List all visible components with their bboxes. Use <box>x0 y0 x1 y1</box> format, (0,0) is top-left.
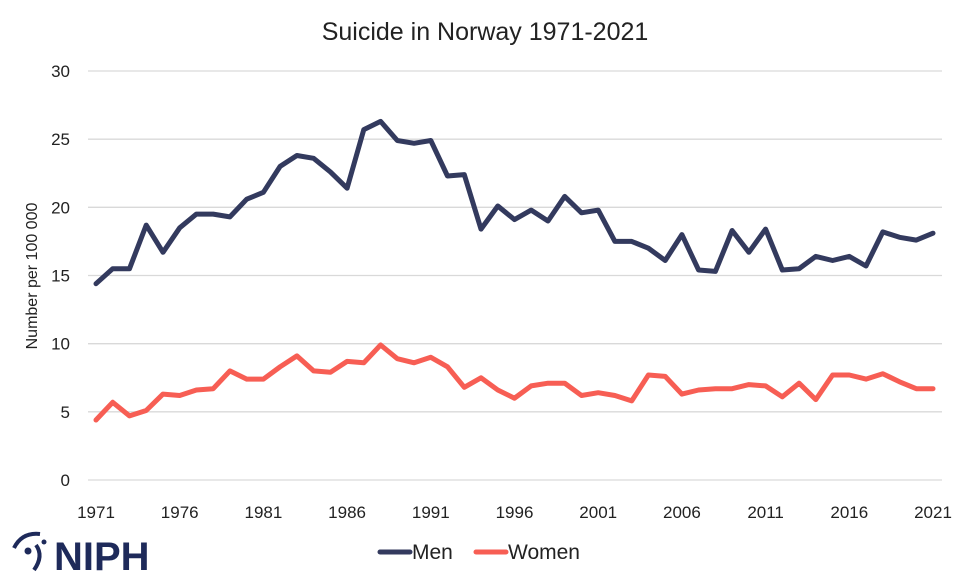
niph-logo: NIPH <box>12 531 150 579</box>
x-tick-label: 1996 <box>496 503 534 522</box>
x-tick-label: 2021 <box>914 503 952 522</box>
svg-text:NIPH: NIPH <box>54 535 150 579</box>
x-tick-label: 2011 <box>747 503 784 522</box>
x-tick-label: 1991 <box>412 503 450 522</box>
legend-label-women: Women <box>508 541 580 564</box>
x-tick-label: 2001 <box>579 503 617 522</box>
y-tick-label: 20 <box>51 198 70 217</box>
x-tick-label: 1971 <box>77 503 115 522</box>
x-tick-label: 2006 <box>663 503 701 522</box>
y-tick-label: 0 <box>61 471 70 490</box>
legend-label-men: Men <box>412 541 453 564</box>
y-tick-label: 30 <box>51 62 70 81</box>
x-tick-label: 1981 <box>244 503 282 522</box>
y-axis-label: Number per 100 000 <box>24 203 41 350</box>
series-line-women <box>93 342 936 423</box>
y-tick-label: 25 <box>51 130 70 149</box>
series-line-men <box>93 118 936 287</box>
x-tick-label: 1986 <box>328 503 366 522</box>
x-tick-label: 2016 <box>830 503 868 522</box>
x-tick-label: 1976 <box>161 503 199 522</box>
chart-title: Suicide in Norway 1971-2021 <box>322 18 649 46</box>
legend: Men Women <box>377 541 580 564</box>
y-tick-label: 10 <box>51 335 70 354</box>
niph-logo-icon <box>12 531 47 572</box>
y-tick-label: 15 <box>51 267 70 286</box>
y-tick-label: 5 <box>61 403 70 422</box>
